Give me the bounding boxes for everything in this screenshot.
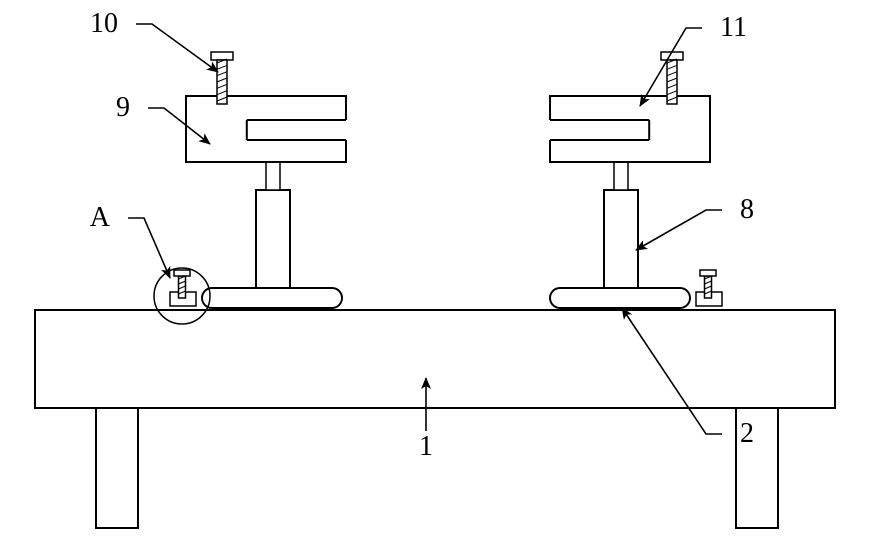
post-right — [604, 190, 638, 288]
leader-10 — [136, 24, 218, 72]
label-11: 11 — [720, 12, 747, 43]
leader-A — [128, 218, 170, 278]
label-2: 2 — [740, 418, 754, 449]
leader-8 — [636, 210, 722, 250]
label-A: A — [90, 202, 111, 233]
table-top — [35, 310, 835, 408]
stem-left — [266, 162, 280, 190]
label-9: 9 — [116, 92, 130, 123]
post-left — [256, 190, 290, 288]
base-disc-right — [550, 288, 690, 308]
engineering-diagram: 10 11 9 A 8 2 1 — [0, 0, 870, 545]
stem-right — [614, 162, 628, 190]
base-disc-left — [202, 288, 342, 308]
label-8: 8 — [740, 194, 754, 225]
label-10: 10 — [90, 8, 118, 39]
lock-screw-right-knob — [700, 270, 716, 276]
label-1: 1 — [419, 431, 433, 462]
table-leg-left — [96, 408, 138, 528]
top-screw-left-knob — [211, 52, 233, 60]
lock-screw-left-knob — [174, 270, 190, 276]
